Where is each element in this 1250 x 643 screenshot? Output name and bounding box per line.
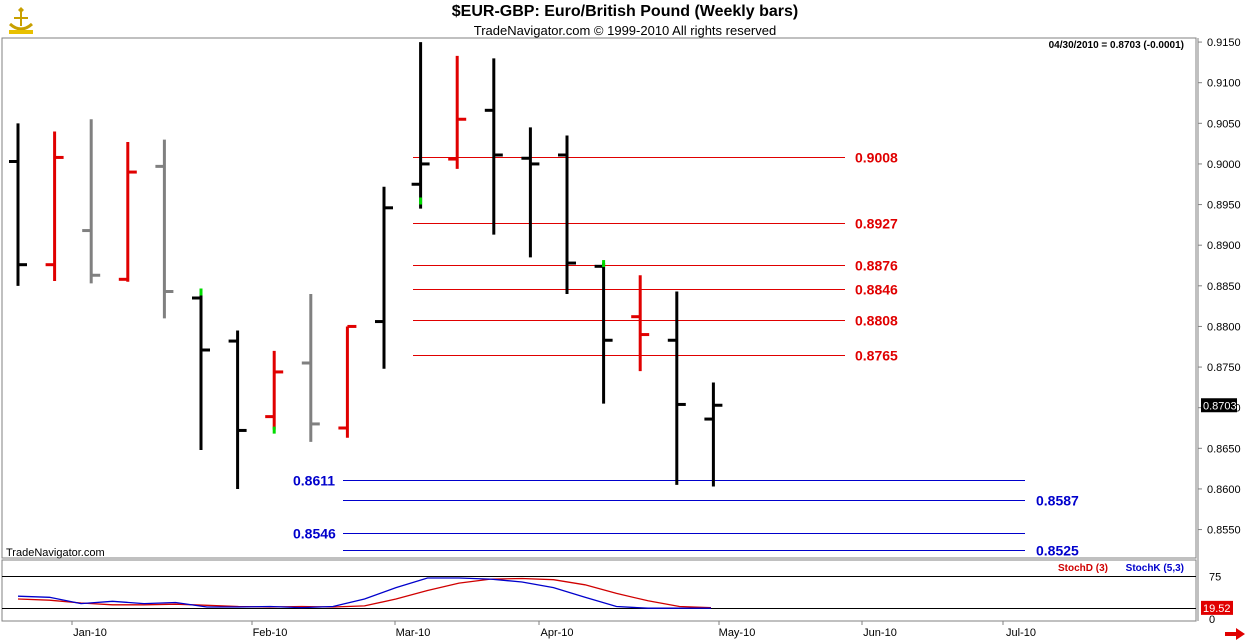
resistance-label: 0.8846 [855,282,898,298]
stoch-panel-frame [1,559,1197,622]
resistance-label: 0.8927 [855,216,898,232]
x-tick-label: Mar-10 [396,627,431,639]
stoch-legend-d: StochD (3) [1058,563,1108,574]
stoch-y-tick-label: 0 [1209,614,1215,626]
chart-title: $EUR-GBP: Euro/British Pound (Weekly bar… [451,3,799,20]
price-bar [301,293,320,442]
watermark: TradeNavigator.com [6,547,105,559]
support-label: 0.8525 [1036,543,1079,559]
last-value-readout: 04/30/2010 = 0.8703 (-0.0001) [1049,40,1184,51]
price-bar [45,131,64,281]
price-bar [448,55,467,169]
y-tick-label: 0.9150 [1207,37,1241,49]
stoch-series-line [17,577,712,609]
y-tick-label: 0.9000 [1207,159,1241,171]
x-tick-label: Jun-10 [863,627,897,639]
x-tick-label: Feb-10 [253,627,288,639]
price-bar [521,127,540,258]
stoch-series-line [17,577,711,609]
stoch-last-label: 19.52 [1203,603,1231,615]
price-bar [375,186,393,369]
y-tick-label: 0.8800 [1207,321,1241,333]
x-tick-label: Jul-10 [1006,627,1036,639]
price-bar [9,123,27,286]
price-bar [558,135,576,294]
stoch-last-box [1201,600,1233,615]
resistance-label: 0.9008 [855,150,898,166]
price-bar [667,291,686,485]
y-tick-label: 0.9050 [1207,118,1241,130]
y-tick-label: 0.8750 [1207,362,1241,374]
price-bar [192,291,210,450]
support-label: 0.8587 [1036,493,1079,509]
price-bar [338,324,357,438]
y-tick-label: 0.9100 [1207,78,1241,90]
chart-subtitle: TradeNavigator.com © 1999-2010 All right… [473,23,777,38]
trade-navigator-logo-icon[interactable] [4,4,38,38]
price-bar [594,263,613,404]
resistance-label: 0.8876 [855,258,898,274]
price-bar [631,275,650,372]
x-tick-label: Jan-10 [73,627,107,639]
y-tick-label: 0.8550 [1207,525,1241,537]
resistance-label: 0.8808 [855,313,898,329]
last-price-box [1201,398,1237,413]
support-label: 0.8546 [293,526,336,542]
stoch-legend-k: StochK (5,3) [1126,563,1184,574]
x-tick-label: Apr-10 [540,627,573,639]
y-tick-label: 0.8950 [1207,200,1241,212]
price-bar [411,42,430,209]
x-tick-label: May-10 [719,627,756,639]
price-bar [704,382,723,487]
price-bar [118,142,137,282]
support-label: 0.8611 [293,473,335,489]
price-bar [484,58,503,235]
scroll-right-arrow-icon[interactable] [1224,628,1246,640]
y-tick-label: 0.8650 [1207,443,1241,455]
resistance-label: 0.8765 [855,348,898,364]
price-panel-frame [1,37,1197,559]
y-tick-label: 0.8900 [1207,240,1241,252]
price-bar [265,350,284,430]
last-price-label: 0.8703 [1203,400,1237,412]
price-bar [82,119,101,284]
y-tick-label: 0.8600 [1207,484,1241,496]
price-bar [155,139,174,319]
stoch-y-tick-label: 75 [1209,571,1221,583]
price-bar [228,330,247,489]
y-tick-label: 0.8850 [1207,281,1241,293]
